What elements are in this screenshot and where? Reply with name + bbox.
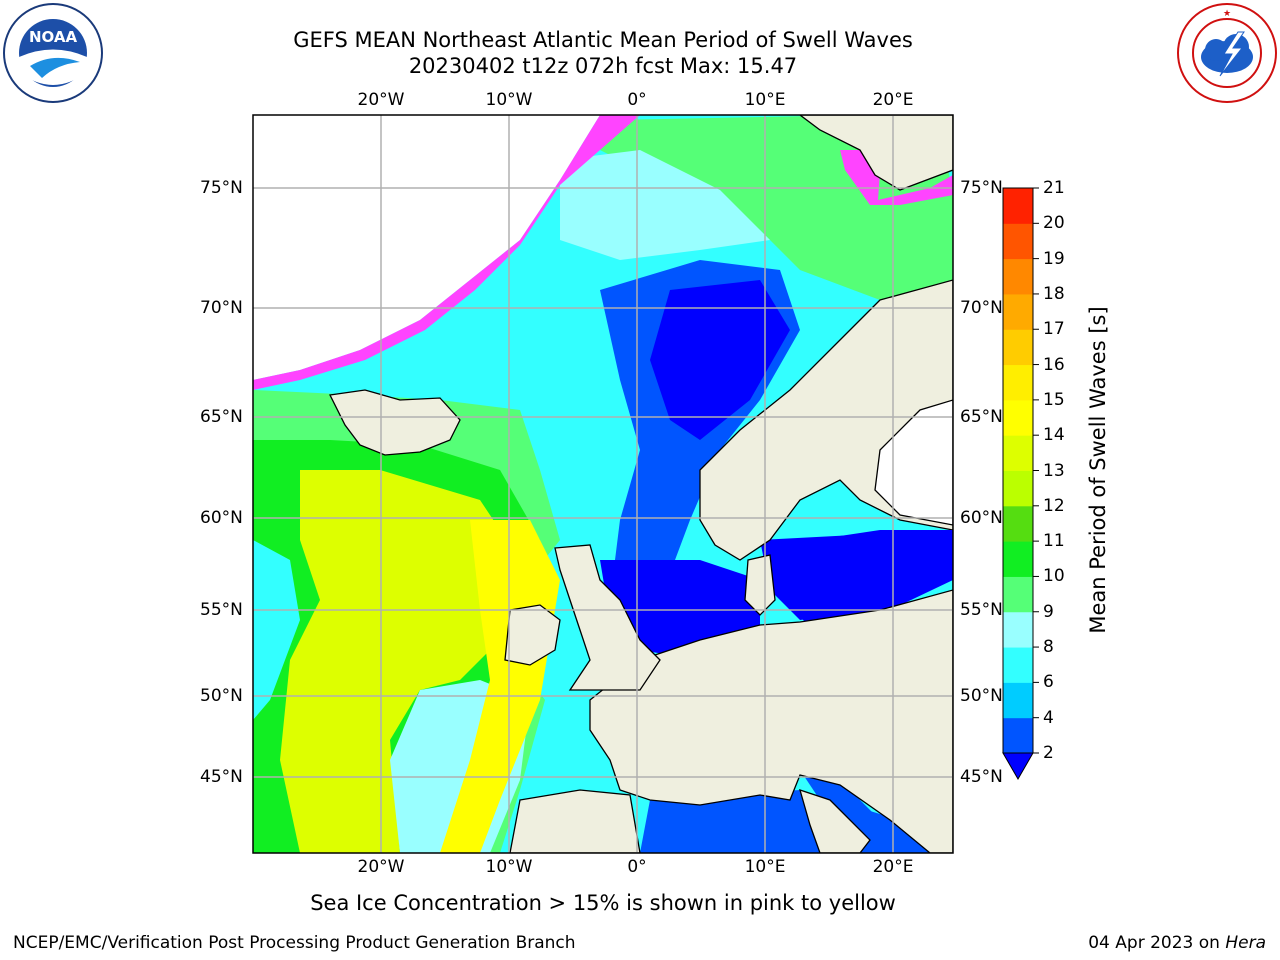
colorbar-segment (1003, 223, 1033, 260)
colorbar-tick-label: 4 (1043, 707, 1054, 728)
atlantic-yellow-zone (280, 470, 520, 853)
colorbar-tick-label: 8 (1043, 637, 1054, 658)
map-frame (252, 114, 954, 854)
arctic-cyan (560, 150, 770, 260)
norwegian-sea-deep (650, 280, 790, 440)
lat-left-label: 50°N (200, 686, 243, 706)
colorbar-tick-label: 18 (1043, 283, 1065, 304)
colorbar-segment (1003, 329, 1033, 366)
denmark (744, 554, 776, 616)
lon-top-label: 20°W (357, 90, 405, 110)
colorbar-segment (1003, 611, 1033, 648)
colorbar-tick-label: 14 (1043, 425, 1065, 446)
svalbard (798, 115, 953, 191)
colorbar-tick-label: 12 (1043, 495, 1065, 516)
lat-left-label: 60°N (200, 508, 243, 528)
colorbar-segment (1003, 647, 1033, 683)
adriatic-blue (800, 770, 880, 830)
colorbar-tick-label: 13 (1043, 460, 1065, 481)
nws-logo: ★ (1177, 3, 1277, 103)
sea-ice-footnote: Sea Ice Concentration > 15% is shown in … (310, 891, 896, 915)
ireland (504, 604, 561, 666)
footer-date: 04 Apr 2023 on Hera (1088, 933, 1266, 953)
scandinavia (699, 279, 953, 853)
lat-left-label: 65°N (200, 407, 243, 427)
colorbar-under-arrow (1002, 752, 1034, 781)
colorbar-segment (1003, 682, 1033, 719)
lon-bottom-label: 20°W (357, 857, 405, 877)
colorbar-tick-label: 20 (1043, 213, 1065, 234)
map-subtitle: 20230402 t12z 072h fcst Max: 15.47 (408, 54, 798, 78)
map-title: GEFS MEAN Northeast Atlantic Mean Period… (293, 28, 913, 52)
lat-right-label: 55°N (960, 600, 1003, 620)
graticule (253, 115, 953, 853)
colorbar-tick-label: 21 (1043, 178, 1065, 198)
colorbar-tick-label: 17 (1043, 319, 1065, 340)
colorbar-segment (1003, 470, 1033, 507)
greenland (253, 115, 600, 380)
svg-text:★: ★ (1223, 9, 1231, 19)
great-britain (554, 544, 661, 691)
colorbar-segment (1003, 293, 1033, 330)
atlantic-yellow-east (440, 520, 560, 853)
colorbar-segment (1003, 399, 1033, 436)
footer-credit: NCEP/EMC/Verification Post Processing Pr… (13, 933, 576, 953)
colorbar-segment (1003, 717, 1033, 754)
lon-bottom-label: 10°E (744, 857, 786, 877)
colorbar-segment (1003, 576, 1033, 613)
footer-date-text: 04 Apr 2023 on (1088, 933, 1220, 953)
colorbar-tick-label: 9 (1043, 601, 1054, 622)
colorbar-label: Mean Period of Swell Waves [s] (1086, 306, 1110, 634)
cyan-channel (253, 540, 300, 720)
colorbar-segment (1003, 364, 1033, 401)
lon-bottom-label: 10°W (485, 857, 533, 877)
footer-machine: Hera (1225, 933, 1266, 953)
colorbar-tick-label: 11 (1043, 531, 1065, 552)
noaa-logo: NOAA (3, 3, 103, 103)
iberia (509, 789, 641, 853)
lat-right-label: 65°N (960, 407, 1003, 427)
lat-left-label: 55°N (200, 600, 243, 620)
mediterranean-blue (640, 790, 953, 853)
sea-ice-edge (253, 115, 640, 390)
lon-top-label: 0° (627, 90, 647, 110)
colorbar-segment (1003, 188, 1033, 224)
colorbar-tick-label: 2 (1043, 743, 1054, 763)
lat-left-label: 45°N (200, 767, 243, 787)
colorbar-tick-label: 19 (1043, 248, 1065, 269)
lat-left-label: 70°N (200, 298, 243, 318)
colorbar-segment (1003, 258, 1033, 295)
noaa-logo-text: NOAA (29, 28, 78, 46)
lon-top-label: 10°W (485, 90, 533, 110)
baltic-sea-fill (780, 530, 953, 622)
italy (799, 788, 871, 853)
lat-right-label: 70°N (960, 298, 1003, 318)
colorbar (1002, 187, 1039, 781)
lon-top-label: 10°E (744, 90, 786, 110)
lat-right-label: 75°N (960, 178, 1003, 198)
lon-top-label: 20°E (872, 90, 914, 110)
lat-right-label: 60°N (960, 508, 1003, 528)
colorbar-tick-label: 10 (1043, 566, 1065, 587)
iceland (329, 389, 461, 456)
continental-europe (589, 589, 953, 853)
colorbar-tick-label: 6 (1043, 672, 1054, 693)
colorbar-segment (1003, 435, 1033, 471)
colorbar-segment (1003, 505, 1033, 542)
lon-bottom-label: 20°E (872, 857, 914, 877)
finland (874, 399, 953, 526)
colorbar-tick-label: 15 (1043, 389, 1065, 410)
colorbar-tick-label: 16 (1043, 354, 1065, 375)
lat-left-label: 75°N (200, 178, 243, 198)
colorbar-segment (1003, 541, 1033, 577)
lat-right-label: 45°N (960, 767, 1003, 787)
lon-bottom-label: 0° (627, 857, 647, 877)
lat-right-label: 50°N (960, 686, 1003, 706)
